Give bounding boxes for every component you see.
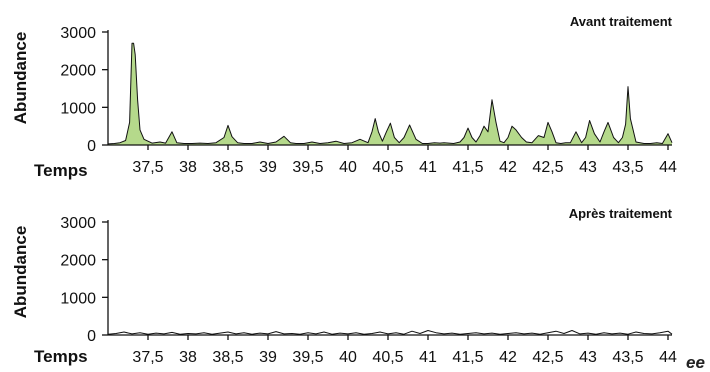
- series-line: [107, 330, 673, 335]
- x-tick-label: 38,5: [212, 159, 243, 176]
- series-group: [107, 330, 673, 335]
- x-tick-label: 44: [659, 349, 677, 366]
- chart-panel-after: Abundance Après traitement Temps 0 1000 20…: [11, 206, 677, 366]
- x-tick-label: 41: [419, 349, 437, 366]
- x-tick-label: 41,5: [452, 349, 483, 366]
- series-group: [107, 42, 673, 145]
- x-tick-label: 43,5: [612, 349, 643, 366]
- x-tick-label: 41,5: [452, 159, 483, 176]
- series-line: [107, 42, 673, 145]
- x-tick-label: 43,5: [612, 159, 643, 176]
- x-tick-label: 39,5: [292, 349, 323, 366]
- x-tick-label: 39: [259, 159, 277, 176]
- x-tick-label: 38: [179, 349, 197, 366]
- x-tick-label: 41: [419, 159, 437, 176]
- corner-mark: ee: [686, 353, 705, 372]
- y-tick-label: 1000: [60, 100, 96, 117]
- x-tick-label: 38,5: [212, 349, 243, 366]
- x-tick-label: 40,5: [372, 349, 403, 366]
- chart-panel-before: Abundance Avant traitement Temps 0 1000 20…: [11, 14, 677, 180]
- x-tick-label: 39,5: [292, 159, 323, 176]
- x-tick-label: 37,5: [132, 159, 163, 176]
- y-axis: 0 1000 2000 3000: [60, 215, 109, 345]
- x-tick-label: 42,5: [532, 159, 563, 176]
- y-tick-label: 1000: [60, 290, 96, 307]
- x-axis-label: Temps: [34, 161, 88, 180]
- y-tick-label: 0: [87, 328, 96, 345]
- y-tick-label: 3000: [60, 25, 96, 42]
- x-axis: 37,5 38 38,5 39 39,5 40 40,5 41 41,5 42 42,5 43 43,5…: [108, 334, 677, 366]
- y-axis-label: Abundance: [11, 226, 30, 319]
- chart-title: Après traitement: [569, 206, 673, 221]
- x-tick-label: 44: [659, 159, 677, 176]
- x-tick-label: 42: [499, 349, 517, 366]
- x-tick-label: 38: [179, 159, 197, 176]
- y-tick-label: 3000: [60, 215, 96, 232]
- x-tick-label: 39: [259, 349, 277, 366]
- x-tick-label: 40: [339, 349, 357, 366]
- x-axis: 37,5 38 38,5 39 39,5 40 40,5 41 41,5 42 42,5 43 43,5…: [108, 144, 677, 176]
- y-axis-label: Abundance: [11, 32, 30, 125]
- x-tick-label: 40: [339, 159, 357, 176]
- y-tick-label: 2000: [60, 253, 96, 270]
- y-tick-label: 2000: [60, 63, 96, 80]
- chart-title: Avant traitement: [570, 14, 673, 29]
- y-axis: 0 1000 2000 3000: [60, 25, 109, 155]
- x-tick-label: 40,5: [372, 159, 403, 176]
- x-tick-label: 42: [499, 159, 517, 176]
- x-tick-label: 42,5: [532, 349, 563, 366]
- x-axis-label: Temps: [34, 347, 88, 366]
- x-tick-label: 43: [579, 159, 597, 176]
- x-tick-label: 43: [579, 349, 597, 366]
- y-tick-label: 0: [87, 138, 96, 155]
- x-tick-label: 37,5: [132, 349, 163, 366]
